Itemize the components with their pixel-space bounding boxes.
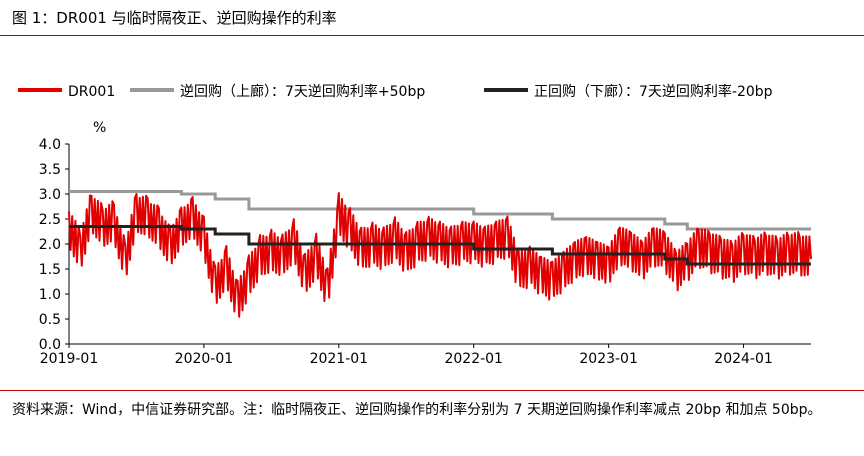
- y-tick-label: 1.0: [39, 287, 61, 303]
- chart-legend: DR001 逆回购（上廊）：7天逆回购利率+50bp 正回购（下廊）：7天逆回购…: [18, 83, 773, 100]
- source-note: 资料来源：Wind，中信证券研究部。注：临时隔夜正、逆回购操作的利率分别为 7 …: [12, 402, 822, 418]
- legend-label-lower: 正回购（下廊）：7天逆回购利率-20bp: [534, 83, 773, 100]
- series-line-upper: [69, 190, 811, 231]
- x-tick-label: 2019-01: [40, 351, 99, 367]
- rates-chart: DR001 逆回购（上廊）：7天逆回购利率+50bp 正回购（下廊）：7天逆回购…: [18, 83, 812, 367]
- y-tick-label: 2.0: [39, 237, 61, 253]
- y-tick-label: 0.5: [39, 312, 61, 328]
- series-line-dr001: [68, 192, 812, 318]
- y-tick-label: 1.5: [39, 262, 61, 278]
- x-tick-label: 2022-01: [444, 351, 503, 367]
- y-tick-label: 3.0: [39, 187, 61, 203]
- chart-series: [68, 190, 812, 318]
- legend-label-dr001: DR001: [68, 84, 115, 100]
- x-tick-label: 2020-01: [175, 351, 234, 367]
- chart-axes: 0.0 0.5 1.0 1.5 2.0 2.5 3.0 3.5 4.0 2019-01 2020-0…: [39, 137, 811, 367]
- x-tick-label: 2021-01: [310, 351, 369, 367]
- x-tick-label: 2023-01: [579, 351, 638, 367]
- source-divider: [0, 390, 864, 391]
- y-tick-label: 4.0: [39, 137, 61, 153]
- y-tick-label: 0.0: [39, 337, 61, 353]
- x-tick-label: 2024-01: [714, 351, 773, 367]
- y-tick-label: 2.5: [39, 212, 61, 228]
- series-line-lower: [69, 225, 811, 266]
- title-divider: [0, 35, 864, 36]
- figure-title: 图 1：DR001 与临时隔夜正、逆回购操作的利率: [12, 9, 337, 27]
- y-axis-unit: %: [93, 120, 106, 136]
- legend-label-upper: 逆回购（上廊）：7天逆回购利率+50bp: [180, 83, 425, 100]
- y-tick-label: 3.5: [39, 162, 61, 178]
